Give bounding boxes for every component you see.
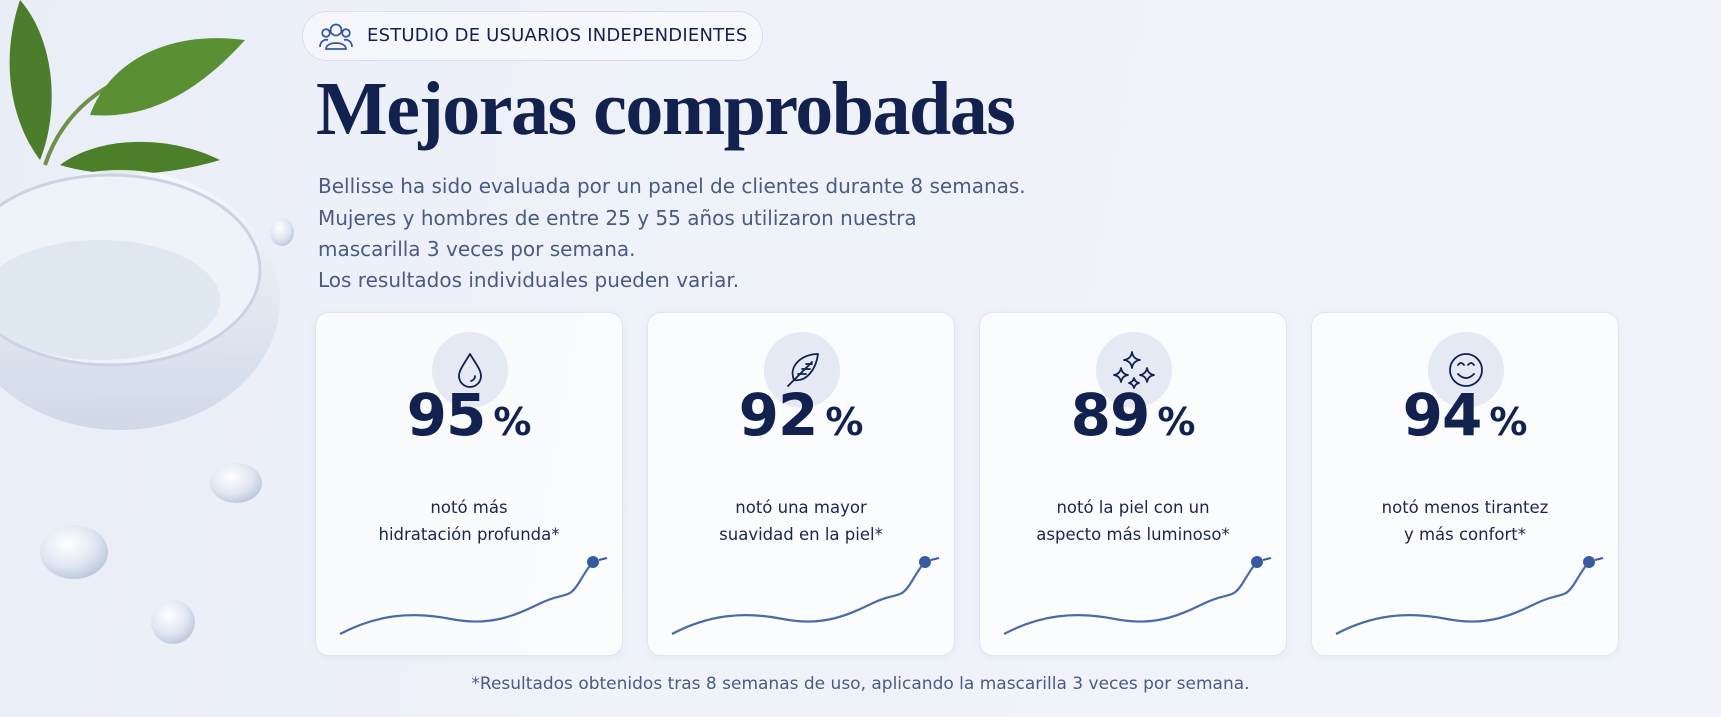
sparkline [1003,556,1272,635]
sparkline-path [339,561,594,635]
sparkline-tick [1594,557,1604,561]
stat-value: 94 [1402,381,1483,449]
icon [1449,353,1483,387]
users-icon [319,23,353,50]
stat-icon [764,332,840,408]
badge-text: ESTUDIO DE USUARIOS INDEPENDIENTES [367,25,748,46]
decoration [0,0,294,644]
stat-caption: suavidad en la piel* [719,525,883,544]
sparkline-path [1003,561,1258,635]
sparkline [339,556,608,635]
sparkline-dot [1583,556,1595,568]
intro-line: Mujeres y hombres de entre 25 y 55 años … [318,206,917,230]
stat-icon [432,332,508,408]
intro-line: Bellisse ha sido evaluada por un panel d… [318,174,1026,198]
sparkline-dot [919,556,931,568]
sparkline-tick [930,557,940,561]
stat-value: 95 [406,381,487,449]
stat-value: 92 [738,381,819,449]
icon [787,353,819,387]
stat-number: 95% [316,381,622,449]
stat-number: 94% [1312,381,1618,449]
stat-caption: hidratación profunda* [378,525,560,544]
intro-line: Los resultados individuales pueden varia… [318,268,740,292]
sparkline [1335,556,1604,635]
stat-caption: aspecto más luminoso* [1036,525,1230,544]
title: Mejoras comprobadas [316,67,1016,151]
sparkline-dot [1251,556,1263,568]
stat-caption: notó la piel con un [1056,498,1210,517]
stat-number: 92% [648,381,954,449]
stat-card: 95% notó más hidratación profunda* [315,312,623,656]
sparkline-tick [598,557,608,561]
footnote: *Resultados obtenidos tras 8 semanas de … [471,674,1250,694]
stat-icon [1096,332,1172,408]
stat-caption: y más confort* [1403,525,1527,544]
stat-caption: notó más [430,498,508,517]
stat-number: 89% [980,381,1286,449]
stat-unit: % [825,400,864,444]
sparkline-path [1335,561,1590,635]
sparkline-dot [587,556,599,568]
sparkline-tick [1262,557,1272,561]
icon [458,353,482,388]
stat-unit: % [1489,400,1528,444]
stat-caption: notó menos tirantez [1381,498,1549,517]
stat-value: 89 [1070,381,1151,449]
stat-unit: % [1157,400,1196,444]
stat-unit: % [493,400,532,444]
stat-card: 89% notó la piel con un aspecto más lumino… [979,312,1287,656]
sparkline [671,556,940,635]
icon-circle [432,332,508,408]
stat-card: 92% notó una mayor suavidad en la piel* [647,312,955,656]
stat-icon [1428,332,1504,408]
icon [1113,351,1155,389]
stat-caption: notó una mayor [735,498,867,517]
badge: ESTUDIO DE USUARIOS INDEPENDIENTES [302,11,763,61]
intro-line: mascarilla 3 veces por semana. [318,237,636,261]
icon-circle [764,332,840,408]
icon-circle [1428,332,1504,408]
icon-circle [1096,332,1172,408]
stat-card: 94% notó menos tirantez y más confort* [1311,312,1619,656]
sparkline-path [671,561,926,635]
